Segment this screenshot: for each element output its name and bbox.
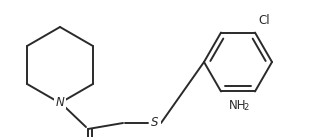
Text: 2: 2 (243, 103, 248, 112)
Text: N: N (56, 96, 64, 109)
Text: NH: NH (229, 99, 246, 112)
Text: Cl: Cl (258, 14, 270, 27)
Text: S: S (151, 116, 159, 129)
